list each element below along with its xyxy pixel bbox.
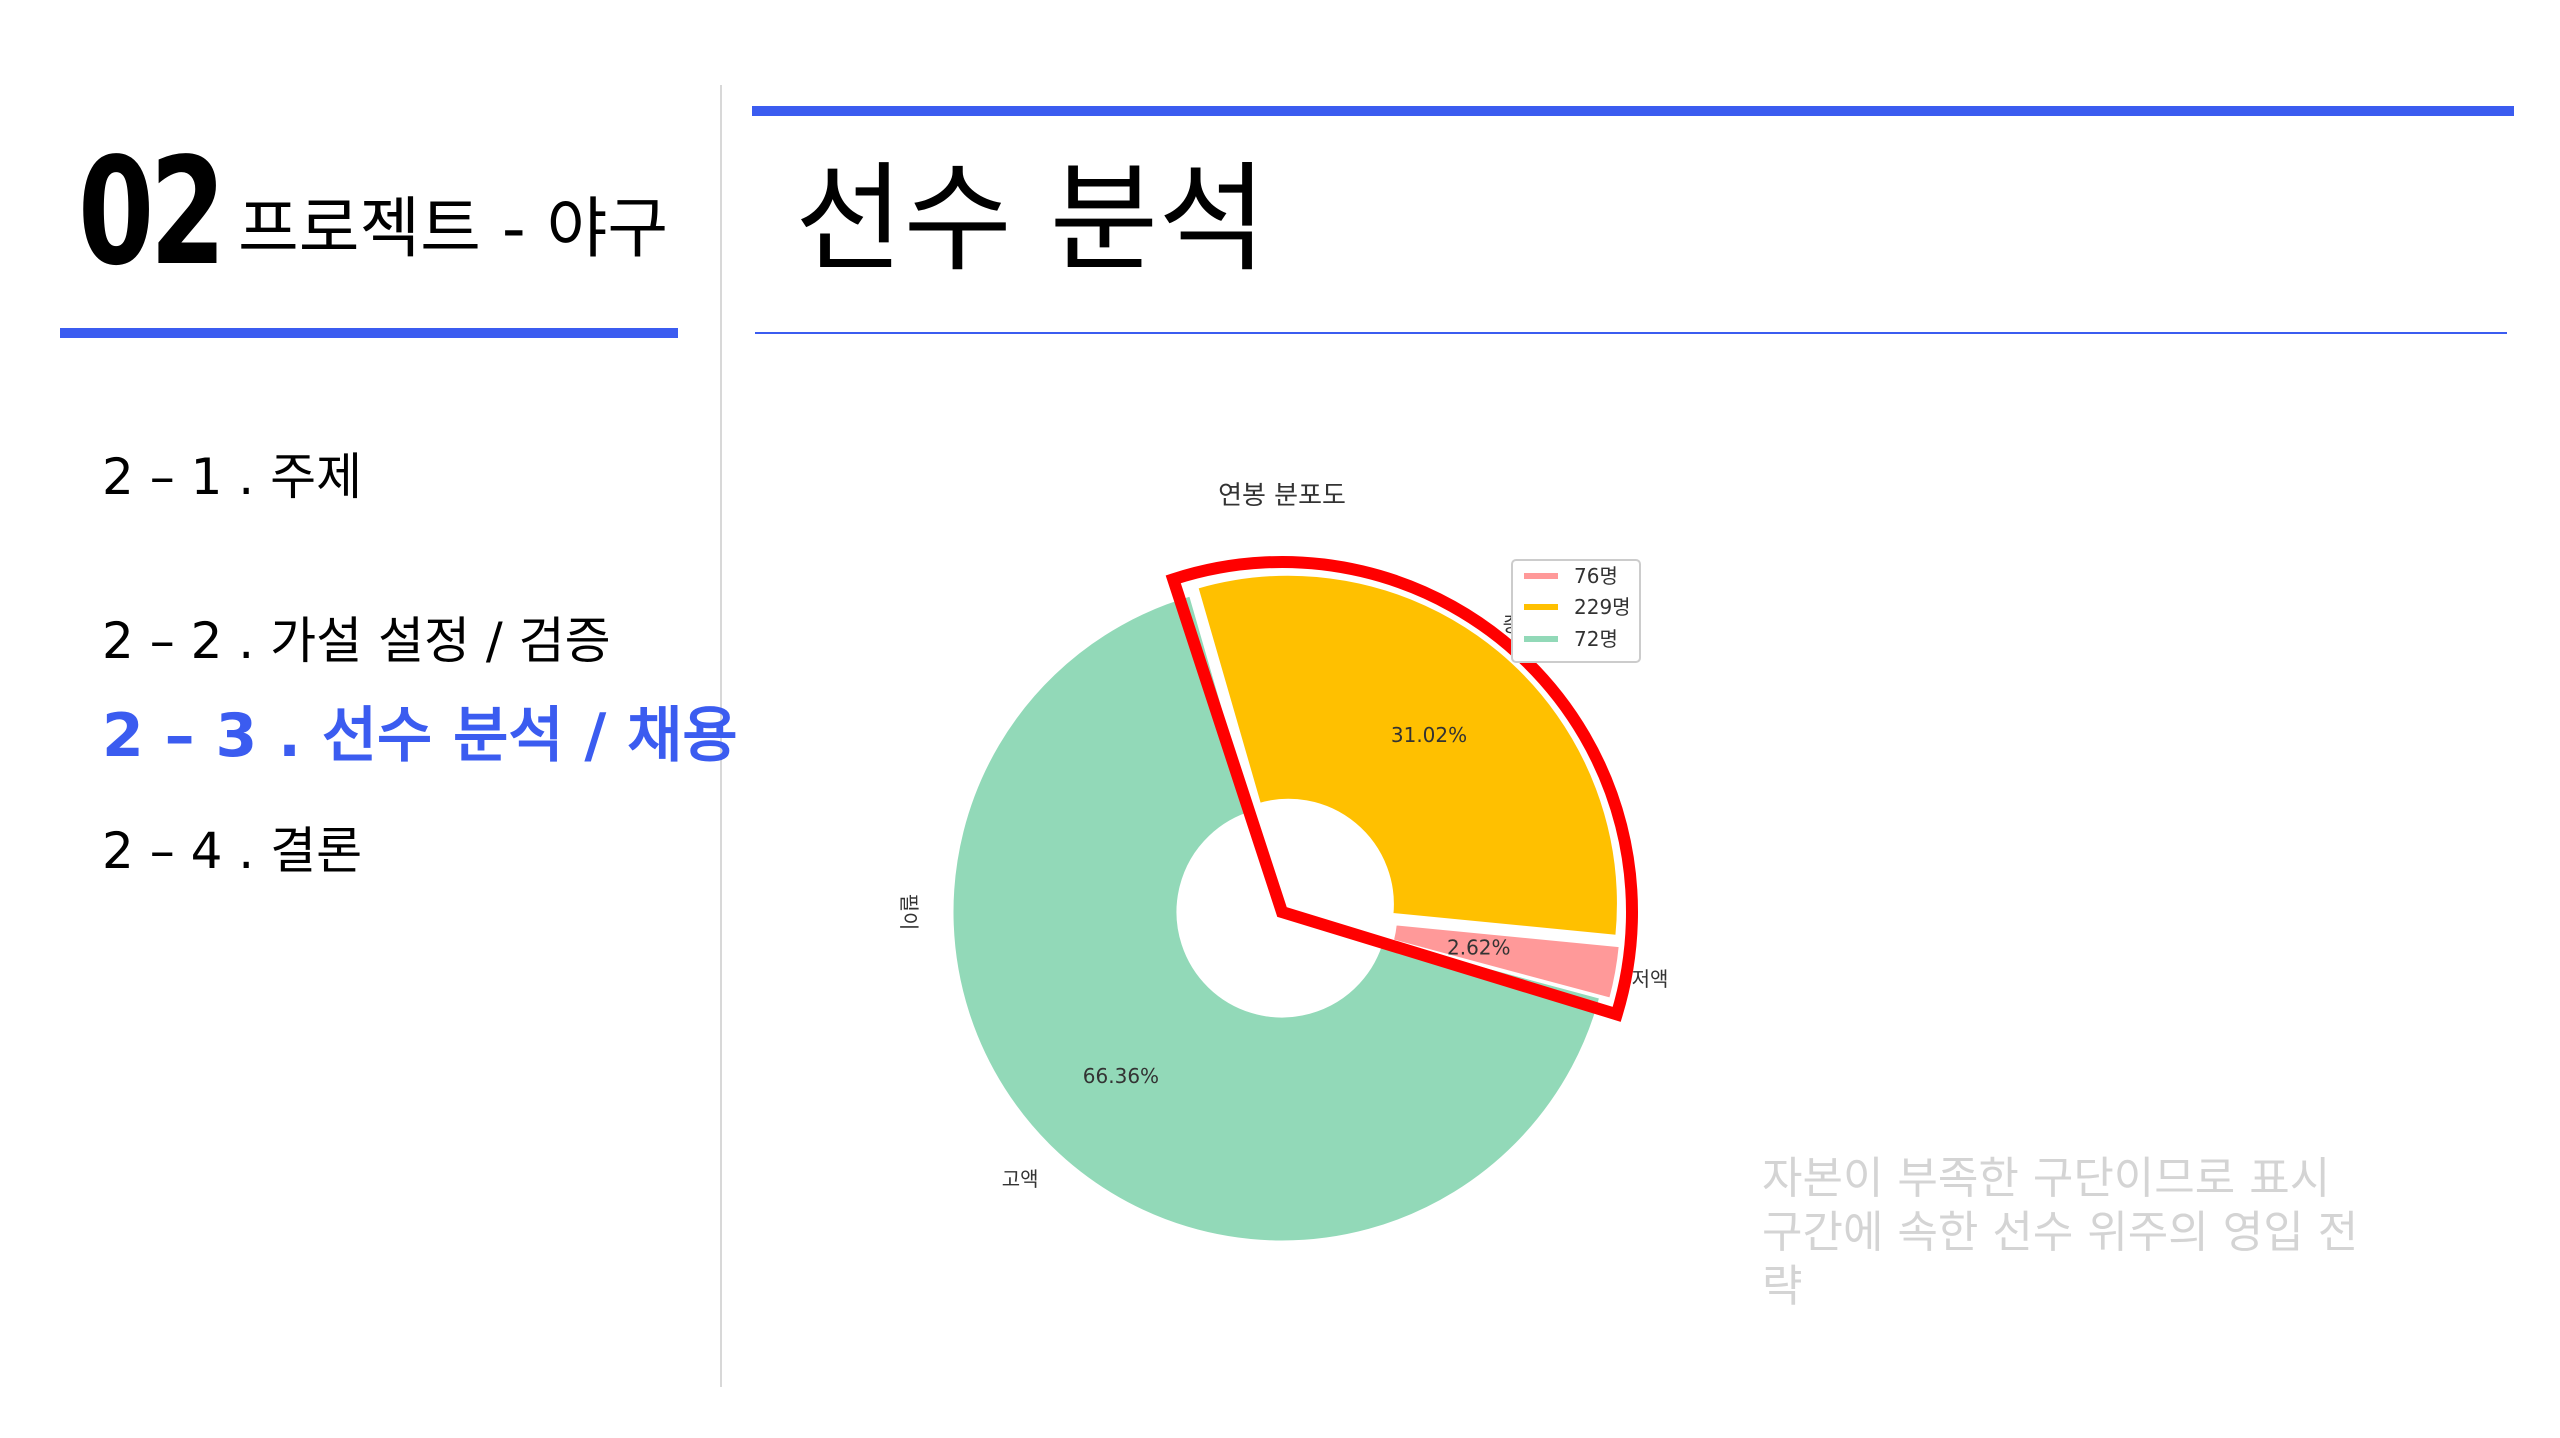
category-label-high: 고액 [1002,1167,1039,1191]
strategy-note: 자본이 부족한 구단이므로 표시 구간에 속한 선수 위주의 영입 전략 [1762,1153,2359,1312]
legend-label-low: 76명 [1574,564,1618,588]
nav-item-hypothesis[interactable]: 2 – 2 . 가설 설정 / 검증 [102,612,611,670]
section-title: 프로젝트 - 야구 [238,190,669,267]
category-label-low: 저액 [1632,967,1669,991]
legend-label-mid: 229명 [1574,595,1631,619]
title-underline [755,332,2507,334]
nav-item-conclusion[interactable]: 2 – 4 . 결론 [102,822,363,880]
legend-label-high: 72명 [1574,627,1618,651]
slice-low [1390,922,1622,1002]
value-label-high: 66.36% [1083,1064,1159,1088]
chart-legend: 76명 229명 72명 [1511,559,1641,663]
value-label-low: 2.62% [1447,936,1511,960]
slice-high [950,593,1603,1244]
chart-title: 연봉 분포도 [1218,481,1346,511]
page-title: 선수 분석 [795,150,1267,288]
value-label-mid: 31.02% [1391,723,1467,747]
section-underline [60,328,678,338]
stray-label: 필이 [897,894,921,931]
section-number: 02 [78,126,226,298]
slice-mid [1195,572,1620,938]
vertical-divider [720,85,722,1387]
nav-item-topic[interactable]: 2 – 1 . 주제 [102,448,363,506]
nav-item-player-analysis[interactable]: 2 – 3 . 선수 분석 / 채용 [102,701,738,771]
top-rule [752,106,2514,116]
